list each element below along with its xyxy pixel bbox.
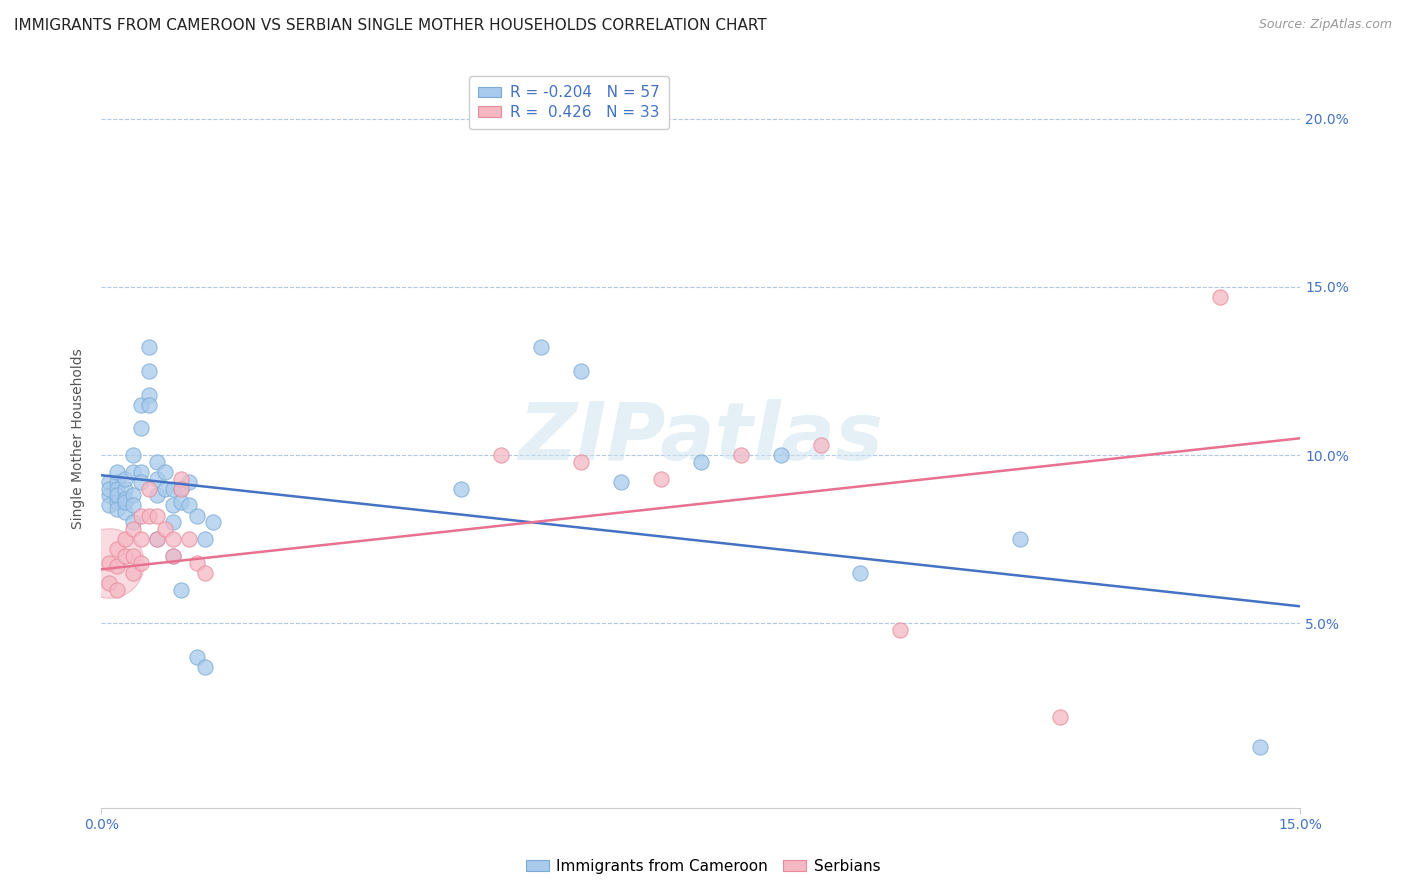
Point bbox=[650, 472, 672, 486]
Text: IMMIGRANTS FROM CAMEROON VS SERBIAN SINGLE MOTHER HOUSEHOLDS CORRELATION CHART: IMMIGRANTS FROM CAMEROON VS SERBIAN SING… bbox=[14, 18, 766, 33]
Point bbox=[129, 532, 152, 546]
Point bbox=[569, 455, 592, 469]
Point bbox=[114, 472, 136, 486]
Point bbox=[170, 482, 193, 496]
Point bbox=[122, 522, 145, 536]
Point bbox=[105, 582, 128, 597]
Point bbox=[122, 448, 145, 462]
Point bbox=[146, 488, 169, 502]
Point bbox=[138, 398, 160, 412]
Point bbox=[146, 532, 169, 546]
Point bbox=[105, 542, 128, 557]
Point bbox=[179, 499, 201, 513]
Point bbox=[146, 532, 169, 546]
Point bbox=[1249, 740, 1271, 755]
Point bbox=[114, 505, 136, 519]
Legend: R = -0.204   N = 57, R =  0.426   N = 33: R = -0.204 N = 57, R = 0.426 N = 33 bbox=[468, 76, 669, 129]
Point bbox=[769, 448, 792, 462]
Point bbox=[105, 465, 128, 479]
Point bbox=[138, 364, 160, 378]
Point bbox=[889, 623, 911, 637]
Point bbox=[105, 488, 128, 502]
Point bbox=[122, 499, 145, 513]
Point bbox=[162, 482, 184, 496]
Point bbox=[146, 508, 169, 523]
Point bbox=[105, 501, 128, 516]
Point bbox=[162, 549, 184, 563]
Y-axis label: Single Mother Households: Single Mother Households bbox=[72, 348, 86, 529]
Point bbox=[114, 482, 136, 496]
Point bbox=[530, 341, 553, 355]
Point bbox=[122, 516, 145, 530]
Point bbox=[1209, 290, 1232, 304]
Point bbox=[202, 516, 225, 530]
Point bbox=[849, 566, 872, 580]
Point bbox=[98, 475, 121, 489]
Point bbox=[129, 421, 152, 435]
Point bbox=[129, 508, 152, 523]
Point bbox=[569, 364, 592, 378]
Point bbox=[114, 495, 136, 509]
Point bbox=[105, 475, 128, 489]
Point bbox=[170, 582, 193, 597]
Point bbox=[153, 522, 176, 536]
Point bbox=[194, 566, 217, 580]
Point bbox=[122, 465, 145, 479]
Point bbox=[730, 448, 752, 462]
Point bbox=[810, 438, 832, 452]
Point bbox=[98, 488, 121, 502]
Point bbox=[1049, 710, 1071, 724]
Point bbox=[609, 475, 631, 489]
Point bbox=[114, 491, 136, 506]
Point bbox=[122, 566, 145, 580]
Point bbox=[1010, 532, 1032, 546]
Point bbox=[105, 559, 128, 574]
Point bbox=[194, 532, 217, 546]
Point bbox=[489, 448, 512, 462]
Point bbox=[98, 556, 121, 570]
Point bbox=[105, 482, 128, 496]
Point bbox=[122, 488, 145, 502]
Point bbox=[129, 465, 152, 479]
Point bbox=[146, 472, 169, 486]
Point bbox=[129, 556, 152, 570]
Point bbox=[98, 482, 121, 496]
Point bbox=[138, 482, 160, 496]
Point bbox=[98, 499, 121, 513]
Point bbox=[450, 482, 472, 496]
Point bbox=[170, 472, 193, 486]
Text: ZIPatlas: ZIPatlas bbox=[519, 400, 883, 477]
Point bbox=[186, 508, 208, 523]
Point bbox=[153, 465, 176, 479]
Point bbox=[162, 532, 184, 546]
Point bbox=[689, 455, 711, 469]
Point bbox=[114, 549, 136, 563]
Point bbox=[179, 475, 201, 489]
Point bbox=[179, 532, 201, 546]
Point bbox=[186, 649, 208, 664]
Point bbox=[162, 549, 184, 563]
Point bbox=[129, 475, 152, 489]
Point bbox=[105, 495, 128, 509]
Point bbox=[114, 532, 136, 546]
Point bbox=[138, 508, 160, 523]
Point bbox=[129, 398, 152, 412]
Point bbox=[146, 455, 169, 469]
Point bbox=[170, 495, 193, 509]
Text: Source: ZipAtlas.com: Source: ZipAtlas.com bbox=[1258, 18, 1392, 31]
Point bbox=[162, 516, 184, 530]
Point bbox=[98, 556, 121, 570]
Point bbox=[122, 549, 145, 563]
Legend: Immigrants from Cameroon, Serbians: Immigrants from Cameroon, Serbians bbox=[519, 853, 887, 880]
Point bbox=[194, 660, 217, 674]
Point bbox=[98, 575, 121, 590]
Point bbox=[186, 556, 208, 570]
Point bbox=[153, 482, 176, 496]
Point bbox=[162, 499, 184, 513]
Point bbox=[138, 341, 160, 355]
Point bbox=[170, 482, 193, 496]
Point bbox=[138, 387, 160, 401]
